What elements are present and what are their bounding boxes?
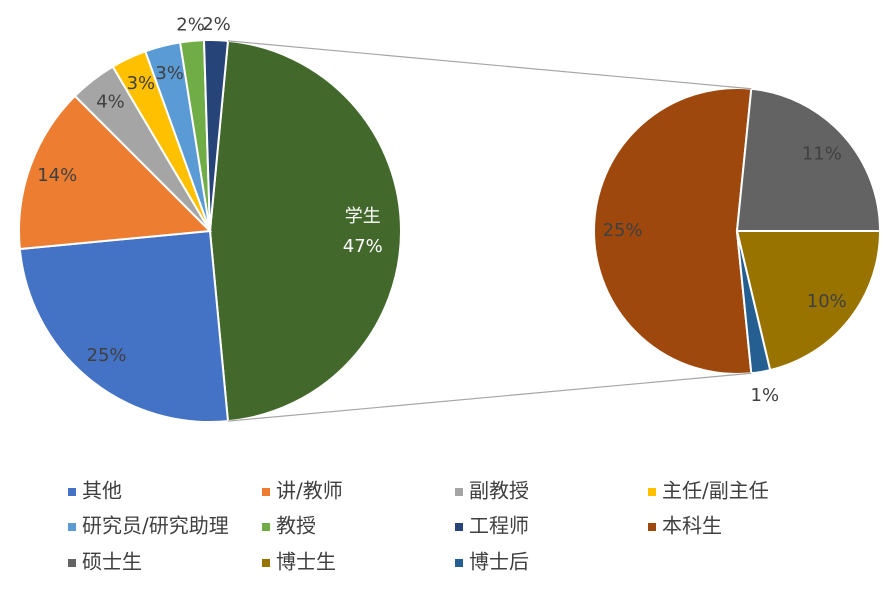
legend-swatch <box>68 488 76 496</box>
legend-label: 其他 <box>82 479 122 503</box>
pie-slice <box>735 87 882 232</box>
data-label: 3% <box>155 63 184 84</box>
legend-swatch <box>455 488 463 496</box>
data-label: 2% <box>176 15 205 36</box>
data-label: 11% <box>802 143 842 164</box>
legend-label: 工程师 <box>469 514 529 538</box>
legend-swatch <box>648 488 656 496</box>
legend-label: 博士后 <box>469 550 529 574</box>
legend-label: 主任/副主任 <box>662 479 769 503</box>
legend-swatch <box>68 523 76 531</box>
legend-swatch <box>262 559 270 567</box>
data-label: 4% <box>96 92 125 113</box>
legend-swatch <box>262 488 270 496</box>
data-label: 47% <box>343 236 383 257</box>
legend-swatch <box>262 523 270 531</box>
data-label: 25% <box>87 345 127 366</box>
legend-label: 研究员/研究助理 <box>82 514 229 538</box>
connector-line <box>227 40 752 90</box>
legend-label: 本科生 <box>662 514 722 538</box>
data-label: 2% <box>202 14 231 35</box>
legend-swatch <box>648 523 656 531</box>
legend-swatch <box>68 559 76 567</box>
legend-swatch <box>455 559 463 567</box>
legend-label: 讲/教师 <box>276 479 343 503</box>
legend-label: 教授 <box>276 514 316 538</box>
pie-slice <box>202 39 230 232</box>
legend-label: 博士生 <box>276 550 336 574</box>
data-label: 1% <box>751 385 780 406</box>
legend-label: 副教授 <box>469 479 529 503</box>
pie-slice <box>18 94 213 251</box>
data-label: 25% <box>603 220 643 241</box>
legend-swatch <box>455 523 463 531</box>
slice-label: 学生 <box>345 206 381 227</box>
pie-slice <box>593 87 753 375</box>
pie-slice <box>735 230 882 372</box>
data-label: 3% <box>127 73 156 94</box>
data-label: 10% <box>807 291 847 312</box>
pie-slice <box>18 229 230 423</box>
legend-label: 硕士生 <box>82 550 142 574</box>
pie-slice <box>736 230 772 375</box>
connector-line <box>227 372 752 422</box>
data-label: 14% <box>37 165 77 186</box>
pie-slice <box>208 39 402 423</box>
